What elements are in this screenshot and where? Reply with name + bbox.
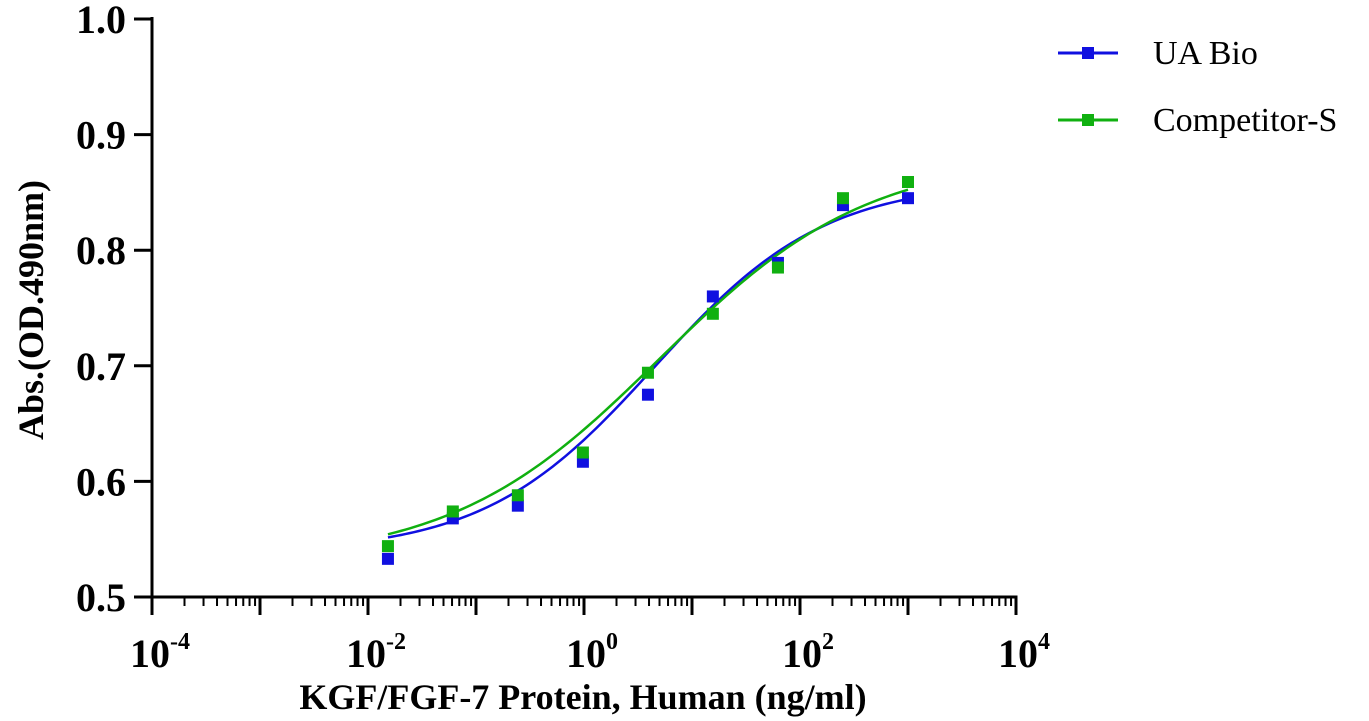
x-tick-label: 10-2 bbox=[346, 629, 406, 676]
data-point bbox=[446, 505, 459, 518]
data-points bbox=[381, 175, 914, 565]
y-tick-label: 0.6 bbox=[76, 459, 126, 504]
axes bbox=[150, 17, 1018, 599]
data-point bbox=[641, 388, 654, 401]
y-axis-ticks: 0.5 0.6 0.7 0.8 0.9 1.0 bbox=[76, 0, 152, 620]
legend-marker bbox=[1082, 114, 1094, 126]
x-tick-exponent: 0 bbox=[606, 629, 618, 655]
data-point bbox=[511, 489, 524, 502]
legend-label: UA Bio bbox=[1153, 35, 1258, 72]
y-tick-label: 0.8 bbox=[76, 228, 126, 273]
fit-curve-2 bbox=[387, 188, 909, 536]
data-point bbox=[576, 446, 589, 459]
legend: UA Bio Competitor-S bbox=[1058, 35, 1337, 139]
x-tick-label: 10-4 bbox=[130, 629, 190, 676]
data-point bbox=[381, 540, 394, 553]
data-point bbox=[706, 290, 719, 303]
x-tick-base: 10 bbox=[346, 631, 386, 676]
x-tick-base: 10 bbox=[998, 631, 1038, 676]
y-tick-label: 0.9 bbox=[76, 113, 126, 158]
x-tick-label: 102 bbox=[782, 629, 834, 676]
legend-marker bbox=[1082, 47, 1094, 59]
x-tick-label: 100 bbox=[566, 629, 618, 676]
x-axis-ticks: 10-4 10-2 100 102 104 bbox=[130, 597, 1050, 676]
data-point bbox=[576, 455, 589, 468]
data-point bbox=[706, 307, 719, 320]
x-tick-exponent: 2 bbox=[822, 629, 834, 655]
x-axis-title: KGF/FGF-7 Protein, Human (ng/ml) bbox=[299, 677, 866, 717]
data-point bbox=[511, 499, 524, 512]
x-tick-base: 10 bbox=[130, 631, 170, 676]
data-point bbox=[902, 192, 914, 205]
x-tick-base: 10 bbox=[566, 631, 606, 676]
fit-curves bbox=[387, 188, 909, 539]
y-tick-label: 0.5 bbox=[76, 575, 126, 620]
x-tick-exponent: 4 bbox=[1038, 629, 1050, 655]
data-point bbox=[836, 192, 849, 205]
data-point bbox=[902, 175, 914, 188]
x-tick-exponent: -4 bbox=[170, 629, 190, 655]
legend-label: Competitor-S bbox=[1153, 102, 1337, 139]
data-point bbox=[771, 261, 784, 274]
y-tick-label: 0.7 bbox=[76, 344, 126, 389]
x-tick-exponent: -2 bbox=[386, 629, 406, 655]
data-point bbox=[381, 552, 394, 565]
y-tick-label: 1.0 bbox=[76, 0, 126, 42]
x-tick-base: 10 bbox=[782, 631, 822, 676]
data-point bbox=[641, 366, 654, 379]
x-tick-label: 104 bbox=[998, 629, 1050, 676]
y-axis-title: Abs.(OD.490nm) bbox=[11, 180, 51, 440]
